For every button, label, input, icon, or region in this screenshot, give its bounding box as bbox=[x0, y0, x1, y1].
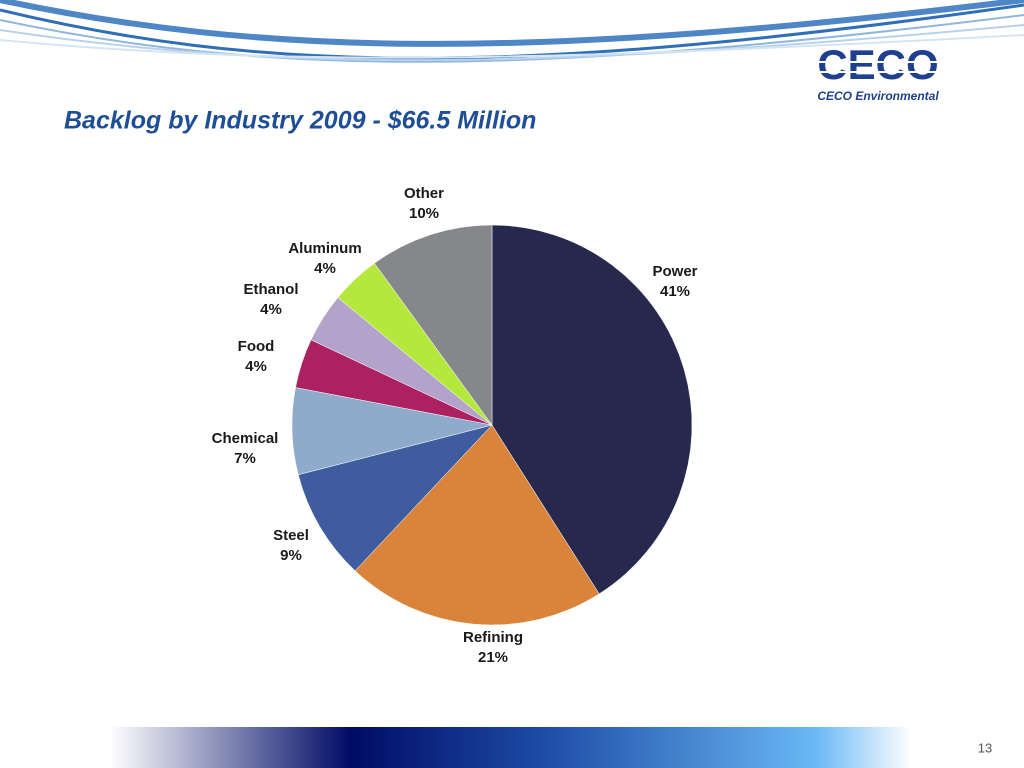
slice-label: Steel bbox=[273, 527, 309, 544]
logo-mark: CECO bbox=[817, 41, 938, 88]
slice-label: Ethanol bbox=[244, 281, 299, 298]
slice-value-label: 4% bbox=[314, 260, 336, 277]
pie-slice bbox=[491, 224, 693, 595]
pie-chart: Power 41% Refining 21% Steel 9% Chemical 7% Food… bbox=[212, 185, 698, 666]
slide-title: Backlog by Industry 2009 - $66.5 Million bbox=[64, 107, 536, 135]
slice-value-label: 4% bbox=[260, 301, 282, 318]
footer-bar bbox=[110, 727, 912, 768]
slice-label: Aluminum bbox=[288, 240, 361, 257]
pie-slice bbox=[374, 224, 493, 426]
slice-value-label: 9% bbox=[280, 547, 302, 564]
pie-slice bbox=[297, 424, 493, 572]
pie-slice bbox=[354, 424, 600, 626]
slice-label: Other bbox=[404, 185, 444, 202]
logo: CECO CECO Environmental bbox=[812, 41, 945, 103]
slice-label: Chemical bbox=[212, 430, 279, 447]
slice-label: Food bbox=[238, 338, 275, 355]
slice-value-label: 10% bbox=[409, 205, 439, 222]
top-waves bbox=[0, 0, 1024, 63]
logo-caption: CECO Environmental bbox=[817, 89, 939, 103]
slice-label: Power bbox=[652, 263, 697, 280]
slice-value-label: 41% bbox=[660, 283, 690, 300]
slice-label: Refining bbox=[463, 629, 523, 646]
slice-value-label: 7% bbox=[234, 450, 256, 467]
page-number: 13 bbox=[978, 740, 992, 755]
slice-value-label: 21% bbox=[478, 649, 508, 666]
slice-value-label: 4% bbox=[245, 358, 267, 375]
